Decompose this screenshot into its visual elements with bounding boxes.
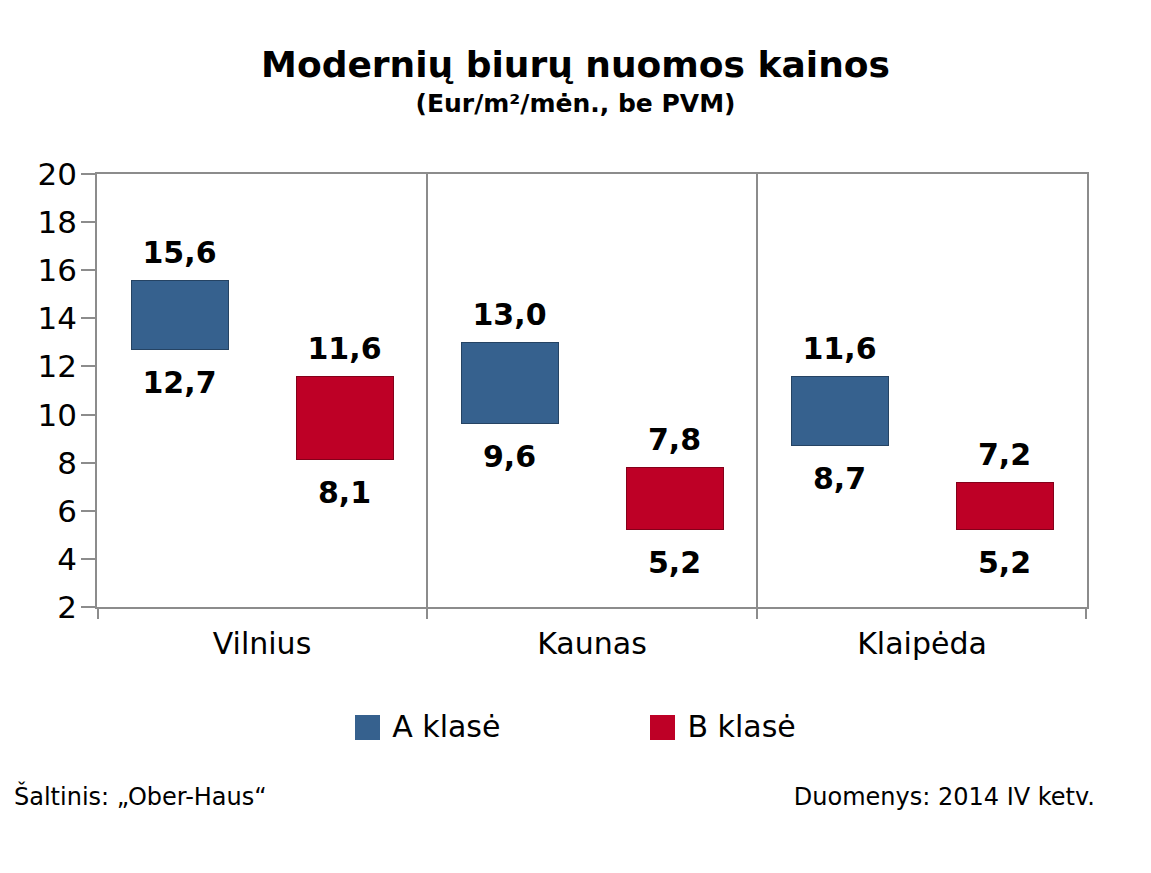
range-bar [131, 280, 229, 350]
y-axis-tick-label: 6 [57, 495, 77, 526]
legend-item: A klasė [355, 712, 500, 742]
y-axis-tick [81, 317, 95, 319]
y-axis-tick-label: 10 [38, 399, 77, 430]
y-axis-tick [81, 221, 95, 223]
max-value-label: 11,6 [307, 334, 381, 364]
range-bar [956, 482, 1054, 530]
range-bar [626, 467, 724, 530]
range-bar [461, 342, 559, 424]
y-axis-tick-label: 20 [38, 159, 77, 190]
legend-swatch [355, 715, 380, 740]
y-axis-tick [81, 365, 95, 367]
max-value-label: 11,6 [802, 334, 876, 364]
max-value-label: 13,0 [472, 300, 546, 330]
min-value-label: 5,2 [978, 548, 1031, 578]
y-axis-tick-label: 16 [38, 255, 77, 286]
category-label: Vilnius [213, 629, 312, 659]
y-axis-tick [81, 558, 95, 560]
y-axis-tick [81, 269, 95, 271]
x-axis-tick [756, 609, 758, 619]
category-label: Klaipėda [857, 629, 987, 659]
y-axis-tick-label: 2 [57, 592, 77, 623]
y-axis-tick [81, 606, 95, 608]
legend-item: B klasė [650, 712, 795, 742]
category-divider [756, 174, 758, 607]
footer: Šaltinis: „Ober-Haus“ Duomenys: 2014 IV … [14, 784, 1095, 810]
x-axis-tick [97, 609, 99, 619]
source-note: Šaltinis: „Ober-Haus“ [14, 784, 267, 810]
y-axis-tick [81, 173, 95, 175]
x-axis-tick [426, 609, 428, 619]
x-axis-tick [1085, 609, 1087, 619]
category-label: Kaunas [537, 629, 647, 659]
y-axis-tick [81, 414, 95, 416]
chart-page: Modernių biurų nuomos kainos (Eur/m²/mėn… [0, 0, 1151, 873]
data-note: Duomenys: 2014 IV ketv. [794, 784, 1095, 810]
plot-area: 2018161412108642VilniusKaunasKlaipėda15,… [95, 172, 1089, 609]
min-value-label: 8,7 [813, 464, 866, 494]
y-axis-tick [81, 510, 95, 512]
y-axis-tick-label: 18 [38, 207, 77, 238]
legend-label: B klasė [687, 712, 795, 742]
min-value-label: 9,6 [483, 442, 536, 472]
min-value-label: 5,2 [648, 548, 701, 578]
chart-subtitle: (Eur/m²/mėn., be PVM) [0, 89, 1151, 118]
y-axis-tick-label: 4 [57, 543, 77, 574]
legend: A klasė B klasė [0, 712, 1151, 742]
chart-header: Modernių biurų nuomos kainos (Eur/m²/mėn… [0, 46, 1151, 118]
category-divider [426, 174, 428, 607]
y-axis-tick-label: 8 [57, 447, 77, 478]
min-value-label: 12,7 [142, 368, 216, 398]
min-value-label: 8,1 [318, 478, 371, 508]
range-bar [296, 376, 394, 460]
legend-label: A klasė [392, 712, 500, 742]
chart-title: Modernių biurų nuomos kainos [0, 46, 1151, 84]
max-value-label: 15,6 [142, 238, 216, 268]
y-axis-tick-label: 14 [38, 303, 77, 334]
y-axis-tick [81, 462, 95, 464]
range-bar [791, 376, 889, 446]
legend-swatch [650, 715, 675, 740]
y-axis-tick-label: 12 [38, 351, 77, 382]
max-value-label: 7,8 [648, 425, 701, 455]
max-value-label: 7,2 [978, 440, 1031, 470]
